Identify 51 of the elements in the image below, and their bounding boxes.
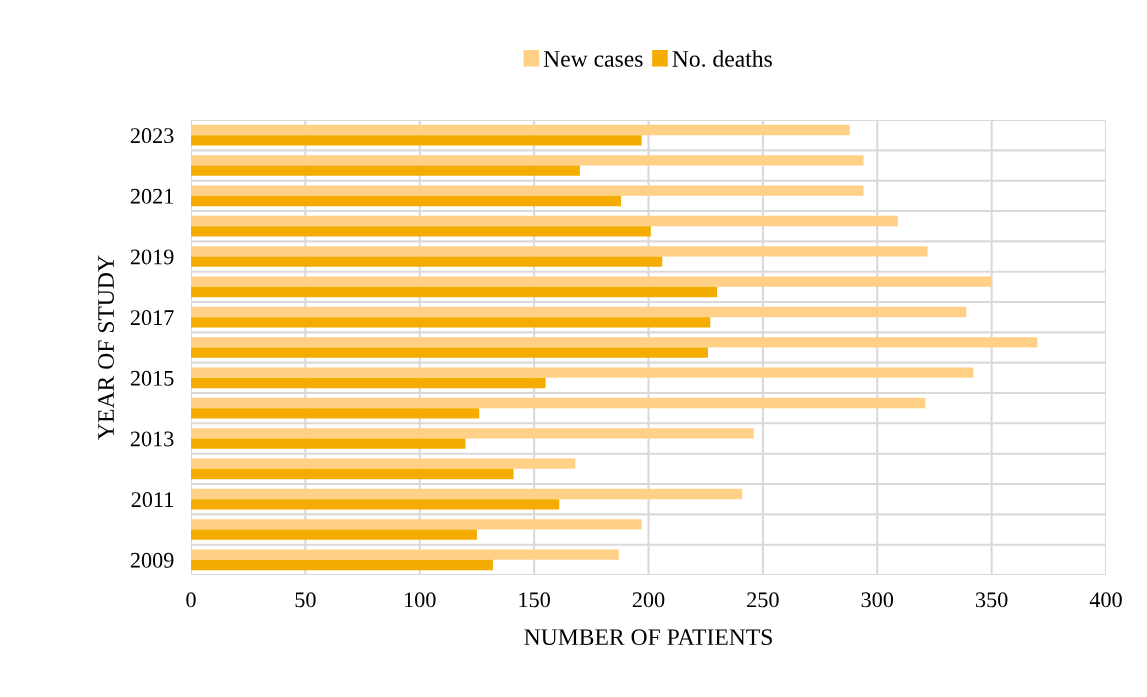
x-tick-label: 200: [632, 592, 665, 608]
y-tick-label: 2021: [130, 188, 173, 204]
bar: [191, 246, 928, 257]
x-tick-label: 150: [519, 592, 550, 608]
x-tick-label: 250: [747, 592, 779, 608]
y-tick-label: 2013: [130, 431, 174, 447]
bar: [191, 185, 864, 196]
bar: [191, 559, 493, 571]
y-tick-label: 2015: [130, 370, 174, 386]
bar: [191, 317, 711, 328]
bar: [191, 529, 477, 540]
y-tick-label: 2023: [130, 128, 174, 144]
bar: [191, 195, 622, 207]
bar: [191, 155, 864, 166]
bar: [191, 499, 560, 510]
y-tick-label: 2009: [130, 552, 174, 568]
x-tick-label: 100: [405, 592, 436, 608]
bar: [191, 286, 718, 298]
bar: [191, 519, 642, 530]
x-tick-label: 400: [1089, 592, 1122, 608]
legend-label: No. deaths: [672, 50, 772, 67]
y-tick-label: 2019: [130, 249, 174, 265]
y-tick-label: 2017: [130, 310, 174, 326]
bar: [191, 408, 480, 419]
bar: [191, 215, 898, 227]
x-tick-label: 350: [976, 592, 1008, 608]
bar: [191, 377, 546, 389]
bar: [191, 367, 974, 378]
bar: [191, 347, 708, 358]
y-tick-label: 2011: [131, 492, 173, 508]
bar: [191, 256, 663, 267]
bar: [191, 488, 743, 500]
bar: [191, 124, 850, 136]
x-tick-label: 300: [861, 592, 894, 608]
bar: [191, 276, 992, 287]
bar: [191, 468, 514, 480]
y-axis-title: YEAR OF STUDY: [98, 255, 114, 440]
bar: [191, 549, 619, 560]
bar: [191, 438, 466, 449]
bar: [191, 226, 651, 237]
bar: [191, 337, 1038, 348]
bar: [191, 165, 580, 176]
bar: [191, 306, 967, 318]
bar: [191, 458, 576, 469]
bar: [191, 397, 926, 409]
legend-label: New cases: [543, 51, 643, 67]
x-tick-label: 0: [186, 592, 196, 608]
bar: [191, 135, 642, 146]
x-tick-label: 50: [295, 592, 316, 608]
bar: [191, 428, 754, 439]
x-axis-title: NUMBER OF PATIENTS: [524, 629, 772, 646]
